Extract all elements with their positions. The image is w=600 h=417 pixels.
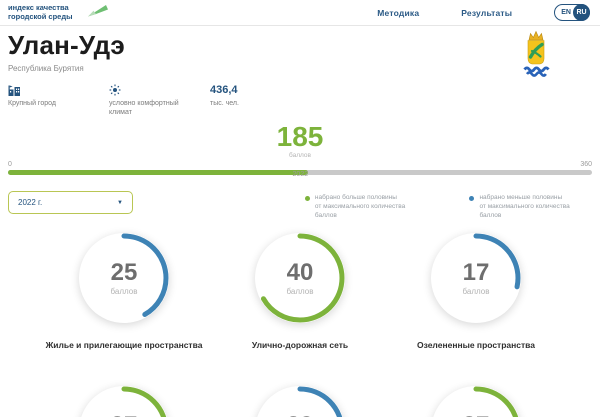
gauge-value: 29	[287, 413, 314, 417]
total-score: 185 баллов	[8, 121, 592, 160]
city-attributes: Крупный город условно комфортный климат …	[8, 84, 592, 117]
attr-city-size: Крупный город	[8, 84, 109, 117]
total-score-value: 185	[276, 121, 324, 153]
scale-min-label: 0	[8, 161, 12, 169]
score-bar-track	[8, 170, 592, 176]
gauge-6: 37 баллов	[388, 386, 564, 417]
year-select[interactable]: 2022 г. ▼	[8, 191, 133, 215]
population-value: 436,4	[210, 84, 238, 96]
year-select-value: 2022 г.	[18, 198, 43, 208]
gauge-streets: 40 баллов Улично-дорожная сеть	[212, 233, 388, 350]
logo-text: индекс качества городской среды	[8, 2, 73, 21]
legend-text-below-half: набрано меньше половины от максимального…	[479, 194, 570, 219]
legend-item-above-half: набрано больше половины от максимального…	[304, 194, 428, 220]
chevron-down-icon: ▼	[116, 199, 123, 206]
legend-dot-blue	[469, 196, 475, 202]
city-coat-of-arms	[516, 30, 556, 87]
gauge-unit: баллов	[110, 286, 138, 296]
region-subtitle: Республика Бурятия	[8, 64, 84, 73]
score-bar-year: 2022	[292, 171, 309, 179]
scale-max-label: 360	[580, 161, 592, 169]
gauge-label: Озелененные пространства	[416, 340, 536, 351]
flag-logo-icon	[87, 3, 109, 23]
attr-climate: условно комфортный климат	[109, 84, 210, 117]
gauge-value: 25	[110, 258, 138, 286]
nav-methodology-link[interactable]: Методика	[377, 7, 420, 18]
legend-dot-green	[304, 196, 310, 202]
page-title: Улан-Удэ	[8, 30, 125, 60]
attr-city-size-label: Крупный город	[8, 100, 56, 107]
gauge-housing: 25 баллов Жилье и прилегающие пространст…	[36, 233, 212, 350]
building-icon	[8, 84, 109, 96]
gauge-value: 17	[462, 258, 490, 286]
attr-climate-label: условно комфортный климат	[109, 100, 179, 117]
gauge-value: 37	[111, 413, 138, 417]
gauge-5: 29 баллов	[212, 386, 388, 417]
attr-population: 436,4 тыс. чел.	[210, 84, 311, 117]
total-score-unit: баллов	[289, 152, 311, 160]
score-scale: 0 360 2022	[8, 161, 592, 189]
lang-ru[interactable]: RU	[573, 4, 590, 21]
sun-icon	[109, 84, 210, 96]
legend-text-above-half: набрано больше половины от максимального…	[314, 194, 406, 219]
legend: набрано больше половины от максимального…	[304, 194, 592, 220]
language-toggle[interactable]: EN RU	[554, 4, 590, 21]
population-unit: тыс. чел.	[210, 100, 239, 107]
top-nav: Методика Результаты EN RU	[377, 4, 590, 21]
logo[interactable]: индекс качества городской среды	[8, 3, 109, 23]
gauge-label: Жилье и прилегающие пространства	[45, 340, 203, 351]
legend-item-below-half: набрано меньше половины от максимального…	[469, 194, 592, 220]
gauge-value: 37	[463, 413, 490, 417]
gauge-green-spaces: 17 баллов Озелененные пространства	[388, 233, 564, 350]
topbar: индекс качества городской среды Методика…	[0, 0, 600, 26]
gauge-value: 40	[286, 258, 314, 286]
nav-results-link[interactable]: Результаты	[461, 7, 513, 18]
gauge-unit: баллов	[462, 286, 490, 296]
gauge-4: 37 баллов	[36, 386, 212, 417]
gauge-label: Улично-дорожная сеть	[251, 340, 349, 351]
score-bar-fill	[8, 170, 309, 176]
gauge-unit: баллов	[286, 286, 314, 296]
lang-en[interactable]: EN	[561, 9, 571, 16]
